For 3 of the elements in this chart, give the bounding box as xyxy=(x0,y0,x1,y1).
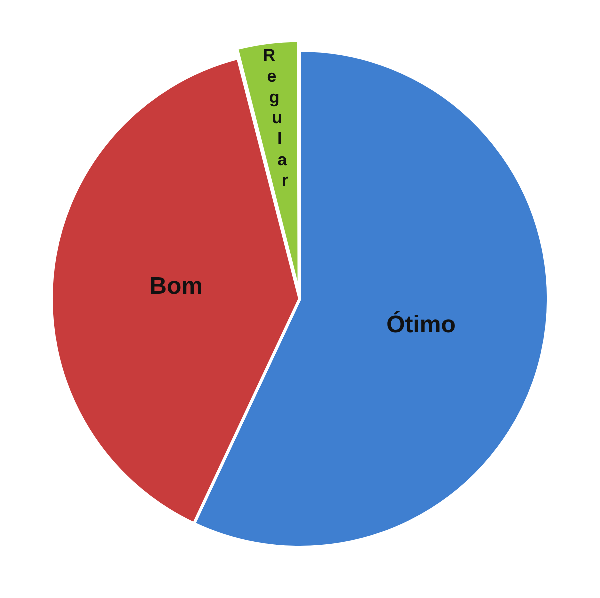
slice-label: Ótimo xyxy=(386,310,456,339)
slice-label: Bom xyxy=(150,272,203,300)
slice-label: Regular xyxy=(263,46,289,190)
